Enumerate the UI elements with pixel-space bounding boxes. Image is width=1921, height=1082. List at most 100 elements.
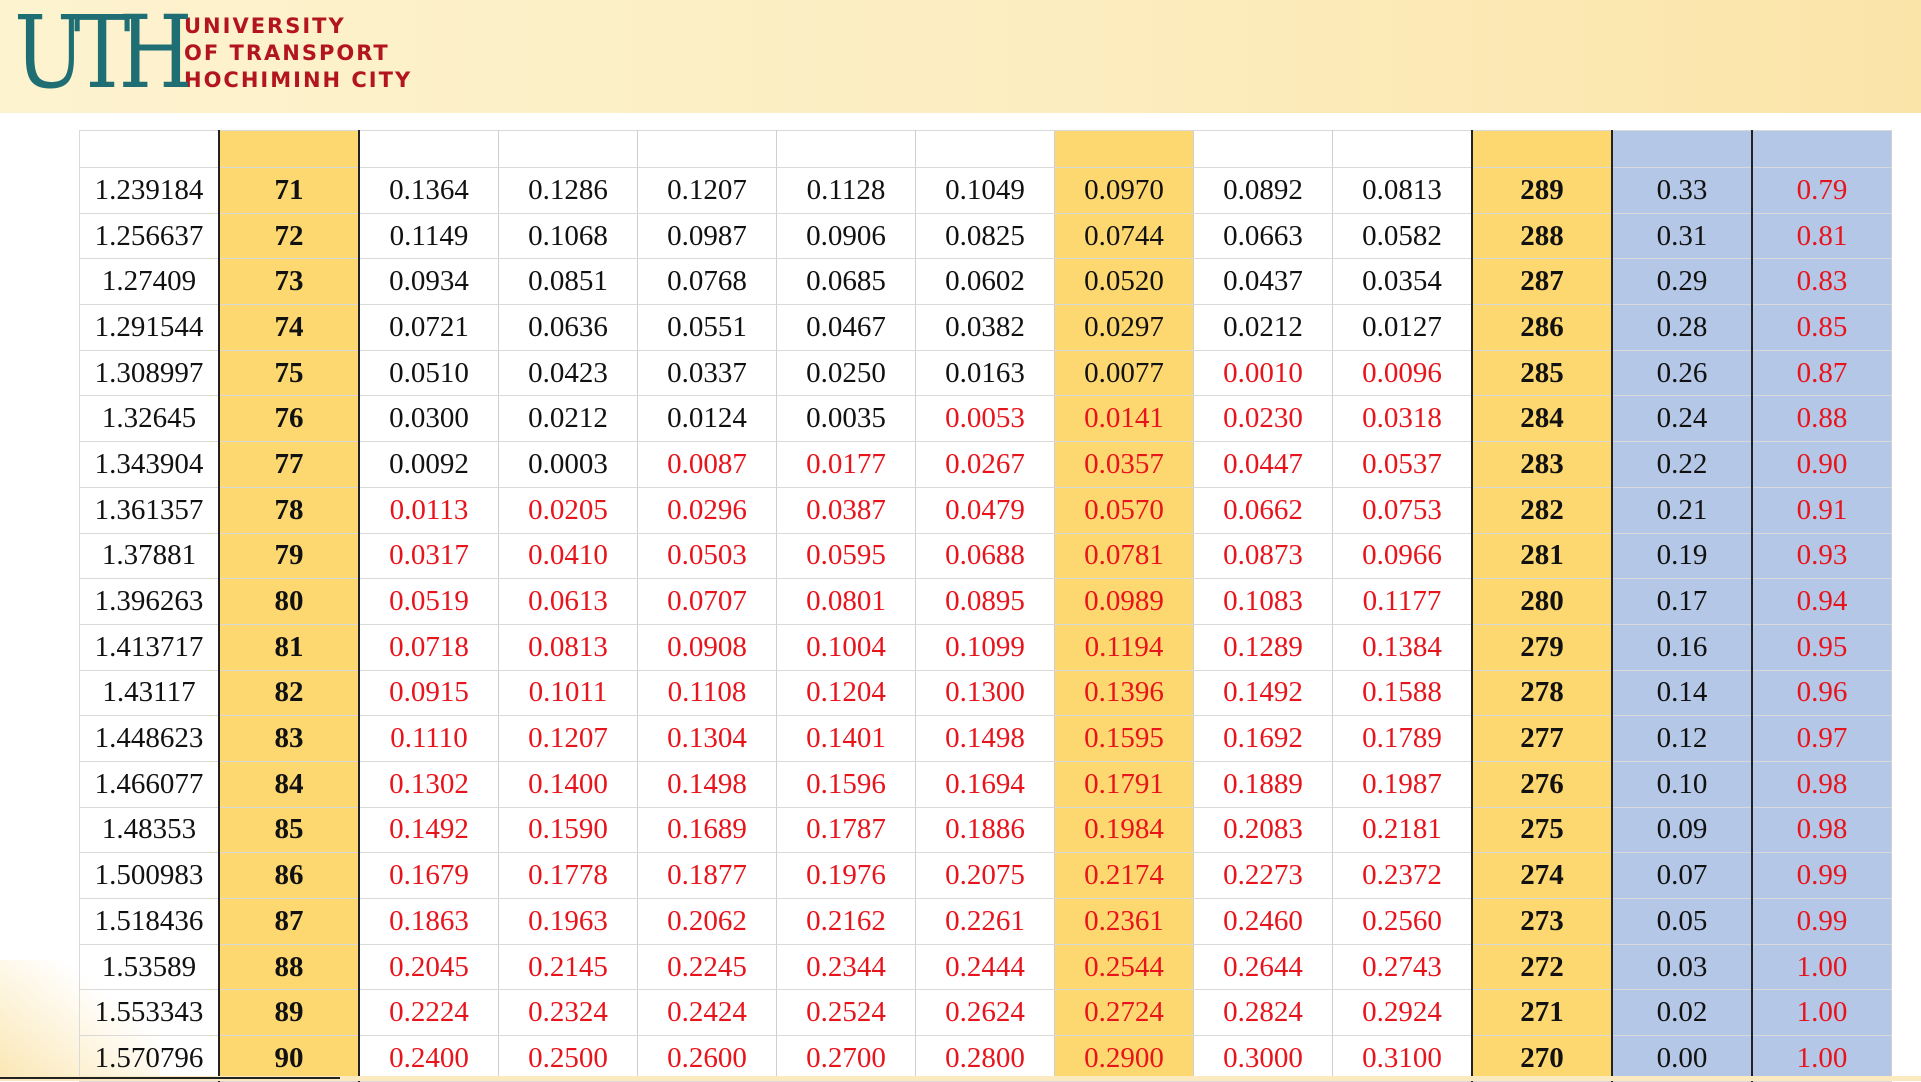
value-cell: 0.2273	[1193, 852, 1333, 899]
radian-cell: 1.43117	[79, 670, 220, 717]
header-cell	[637, 130, 777, 168]
logo-line-2: OF TRANSPORT	[184, 40, 390, 65]
value-cell: 0.0479	[915, 487, 1055, 534]
blue-value-cell-red: 1.00	[1751, 989, 1892, 1037]
blue-value-cell: 0.03	[1612, 944, 1753, 991]
value-cell: 0.0317	[359, 533, 499, 580]
value-cell: 0.2361	[1054, 898, 1194, 945]
blue-value-cell: 0.14	[1612, 670, 1753, 717]
logo-text: UNIVERSITY OF TRANSPORT HOCHIMINH CITY	[184, 13, 412, 94]
value-cell: 0.1396	[1054, 670, 1194, 717]
blue-value-cell-red: 0.94	[1751, 578, 1892, 625]
value-cell: 0.0300	[359, 395, 499, 443]
radian-cell: 1.27409	[79, 258, 220, 306]
value-cell: 0.1976	[776, 852, 916, 899]
blue-value-cell-red: 1.00	[1751, 944, 1892, 991]
value-cell: 0.0707	[637, 578, 777, 625]
angle-cell: 77	[218, 441, 360, 488]
value-cell: 0.1886	[915, 807, 1055, 854]
value-cell: 0.1596	[776, 761, 916, 808]
blue-value-cell-red: 0.97	[1751, 715, 1892, 762]
value-cell: 0.1863	[359, 898, 499, 945]
value-cell: 0.2460	[1193, 898, 1333, 945]
value-cell: 0.3100	[1332, 1035, 1473, 1082]
blue-value-cell: 0.31	[1612, 213, 1753, 260]
blue-value-cell: 0.33	[1612, 167, 1753, 214]
blue-value-cell: 0.24	[1612, 395, 1753, 443]
angle-complement-cell: 275	[1471, 807, 1613, 854]
value-cell: 0.0966	[1332, 533, 1473, 580]
value-cell: 0.0662	[1193, 487, 1333, 534]
radian-cell: 1.256637	[79, 213, 220, 260]
value-cell: 0.1302	[359, 761, 499, 808]
header-cell	[359, 130, 499, 168]
value-cell: 0.1286	[498, 167, 638, 214]
radian-cell: 1.343904	[79, 441, 220, 488]
value-cell: 0.0003	[498, 441, 638, 488]
value-cell: 0.2181	[1332, 807, 1473, 854]
value-cell: 0.0437	[1193, 258, 1333, 306]
value-cell: 0.0230	[1193, 395, 1333, 443]
value-cell: 0.1364	[359, 167, 499, 214]
value-cell: 0.0813	[1332, 167, 1473, 214]
header-banner: UTH UNIVERSITY OF TRANSPORT HOCHIMINH CI…	[0, 0, 1921, 113]
value-cell: 0.1108	[637, 670, 777, 717]
value-cell: 0.2624	[915, 989, 1055, 1037]
value-cell: 0.2162	[776, 898, 916, 945]
value-cell: 0.0318	[1332, 395, 1473, 443]
data-table-container: 1.239184 71 0.1364 0.1286 0.1207 0.1128 0.1049…	[79, 130, 1892, 1082]
angle-cell: 73	[218, 258, 360, 306]
angle-complement-cell: 277	[1471, 715, 1613, 762]
value-cell: 0.0970	[1054, 167, 1194, 214]
value-cell: 0.1791	[1054, 761, 1194, 808]
table-row: 1.570796 90 0.2400 0.2500 0.2600 0.2700 0.2800…	[79, 1035, 1892, 1082]
blue-value-cell-red: 0.88	[1751, 395, 1892, 443]
value-cell: 0.0423	[498, 350, 638, 397]
value-cell: 0.0753	[1332, 487, 1473, 534]
value-cell: 0.1588	[1332, 670, 1473, 717]
radian-cell: 1.48353	[79, 807, 220, 854]
blue-value-cell-red: 0.93	[1751, 533, 1892, 580]
blue-value-cell: 0.19	[1612, 533, 1753, 580]
value-cell: 0.2075	[915, 852, 1055, 899]
value-cell: 0.1492	[1193, 670, 1333, 717]
radian-cell: 1.308997	[79, 350, 220, 397]
value-cell: 0.0813	[498, 624, 638, 671]
value-cell: 0.2824	[1193, 989, 1333, 1037]
blue-value-cell-red: 0.98	[1751, 807, 1892, 854]
header-cell	[776, 130, 916, 168]
radian-cell: 1.361357	[79, 487, 220, 534]
header-cell	[218, 130, 360, 168]
table-row: 1.466077 84 0.1302 0.1400 0.1498 0.1596 0.1694…	[79, 761, 1892, 808]
value-cell: 0.0035	[776, 395, 916, 443]
value-cell: 0.0357	[1054, 441, 1194, 488]
value-cell: 0.2174	[1054, 852, 1194, 899]
value-cell: 0.0801	[776, 578, 916, 625]
table-row: 1.291544 74 0.0721 0.0636 0.0551 0.0467 0.0382…	[79, 304, 1892, 351]
value-cell: 0.1787	[776, 807, 916, 854]
value-cell: 0.0382	[915, 304, 1055, 351]
angle-complement-cell: 288	[1471, 213, 1613, 260]
angle-complement-cell: 280	[1471, 578, 1613, 625]
value-cell: 0.0570	[1054, 487, 1194, 534]
table-row: 1.308997 75 0.0510 0.0423 0.0337 0.0250 0.0163…	[79, 350, 1892, 397]
value-cell: 0.2400	[359, 1035, 499, 1082]
blue-value-cell: 0.05	[1612, 898, 1753, 945]
value-cell: 0.0087	[637, 441, 777, 488]
table-row: 1.256637 72 0.1149 0.1068 0.0987 0.0906 0.0825…	[79, 213, 1892, 260]
value-cell: 0.0934	[359, 258, 499, 306]
value-cell: 0.1963	[498, 898, 638, 945]
value-cell: 0.1401	[776, 715, 916, 762]
value-cell: 0.1289	[1193, 624, 1333, 671]
angle-cell: 80	[218, 578, 360, 625]
radian-cell: 1.413717	[79, 624, 220, 671]
value-cell: 0.1011	[498, 670, 638, 717]
value-cell: 0.0582	[1332, 213, 1473, 260]
value-cell: 0.0721	[359, 304, 499, 351]
table-row: 1.396263 80 0.0519 0.0613 0.0707 0.0801 0.0895…	[79, 578, 1892, 625]
angle-complement-cell: 283	[1471, 441, 1613, 488]
blue-value-cell-red: 0.87	[1751, 350, 1892, 397]
table-row: 1.448623 83 0.1110 0.1207 0.1304 0.1401 0.1498…	[79, 715, 1892, 762]
radian-cell: 1.53589	[79, 944, 220, 991]
angle-complement-cell: 273	[1471, 898, 1613, 945]
